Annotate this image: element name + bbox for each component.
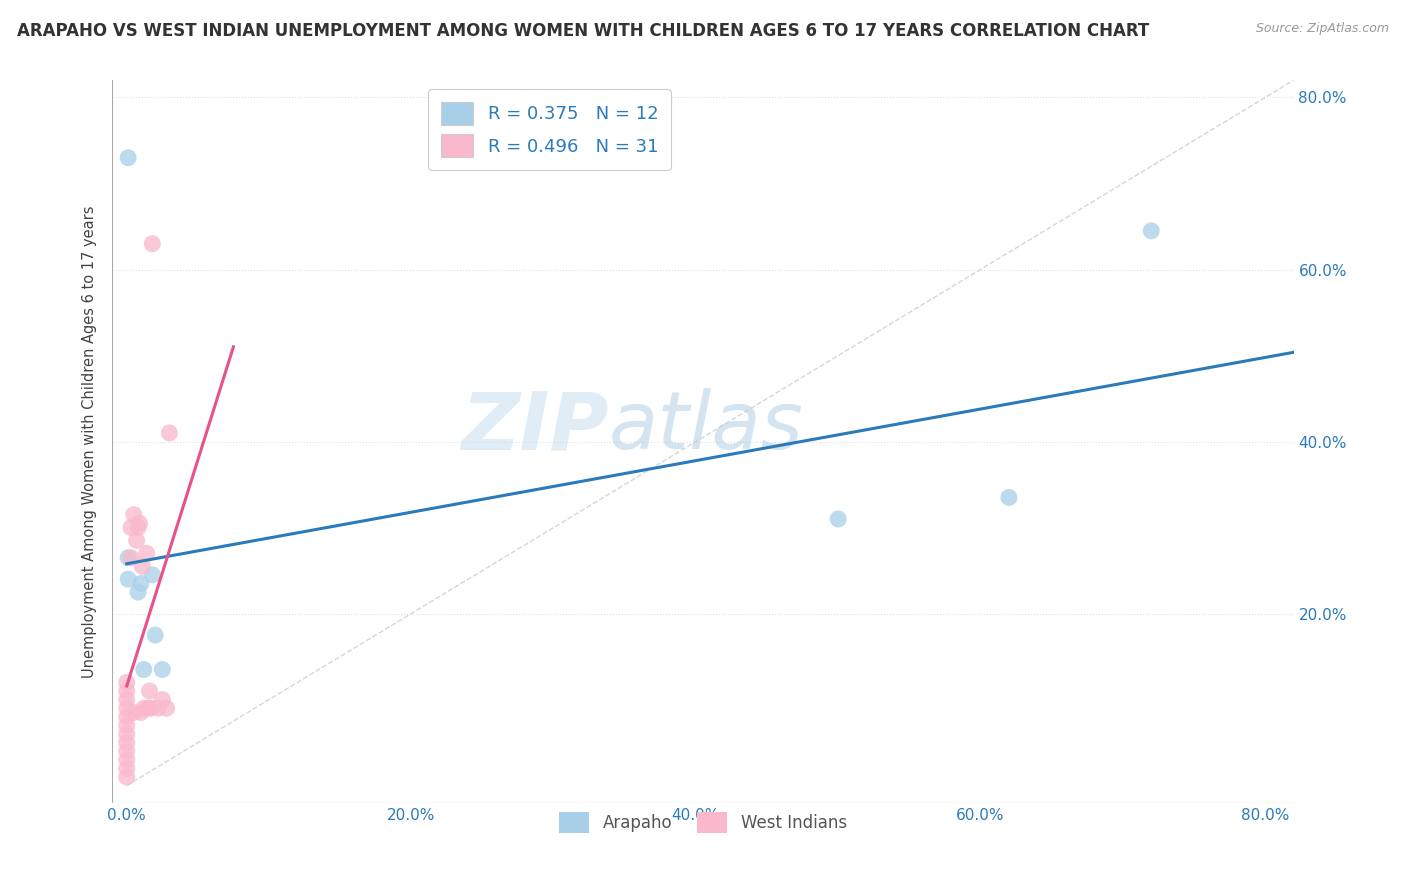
Point xyxy=(132,663,155,677)
Legend: Arapaho, West Indians: Arapaho, West Indians xyxy=(547,800,859,845)
Point xyxy=(122,706,145,720)
Point xyxy=(115,701,138,715)
Point xyxy=(157,425,180,440)
Point xyxy=(827,512,849,526)
Text: atlas: atlas xyxy=(609,388,803,467)
Point xyxy=(128,516,150,531)
Point xyxy=(115,675,138,690)
Point xyxy=(122,508,145,522)
Point xyxy=(998,491,1021,505)
Point xyxy=(135,546,157,560)
Point xyxy=(131,559,153,574)
Point xyxy=(129,706,152,720)
Point xyxy=(115,744,138,758)
Point xyxy=(141,236,163,251)
Point xyxy=(115,727,138,741)
Point xyxy=(150,663,173,677)
Point xyxy=(115,761,138,775)
Point xyxy=(117,572,139,586)
Point xyxy=(127,520,149,534)
Point xyxy=(120,550,142,565)
Point xyxy=(115,770,138,784)
Point xyxy=(125,533,148,548)
Text: Source: ZipAtlas.com: Source: ZipAtlas.com xyxy=(1256,22,1389,36)
Point xyxy=(150,692,173,706)
Point xyxy=(115,692,138,706)
Point xyxy=(139,701,162,715)
Point xyxy=(132,701,155,715)
Text: ZIP: ZIP xyxy=(461,388,609,467)
Point xyxy=(115,710,138,724)
Point xyxy=(117,550,139,565)
Text: ARAPAHO VS WEST INDIAN UNEMPLOYMENT AMONG WOMEN WITH CHILDREN AGES 6 TO 17 YEARS: ARAPAHO VS WEST INDIAN UNEMPLOYMENT AMON… xyxy=(17,22,1149,40)
Point xyxy=(143,628,166,642)
Point xyxy=(115,684,138,698)
Point xyxy=(1140,224,1163,238)
Point xyxy=(115,735,138,749)
Point xyxy=(117,151,139,165)
Y-axis label: Unemployment Among Women with Children Ages 6 to 17 years: Unemployment Among Women with Children A… xyxy=(82,205,97,678)
Point xyxy=(136,701,159,715)
Point xyxy=(129,576,152,591)
Point xyxy=(146,701,169,715)
Point xyxy=(127,585,149,599)
Point xyxy=(115,753,138,767)
Point xyxy=(138,684,160,698)
Point xyxy=(155,701,177,715)
Point xyxy=(115,718,138,732)
Point xyxy=(120,520,142,534)
Point xyxy=(141,567,163,582)
